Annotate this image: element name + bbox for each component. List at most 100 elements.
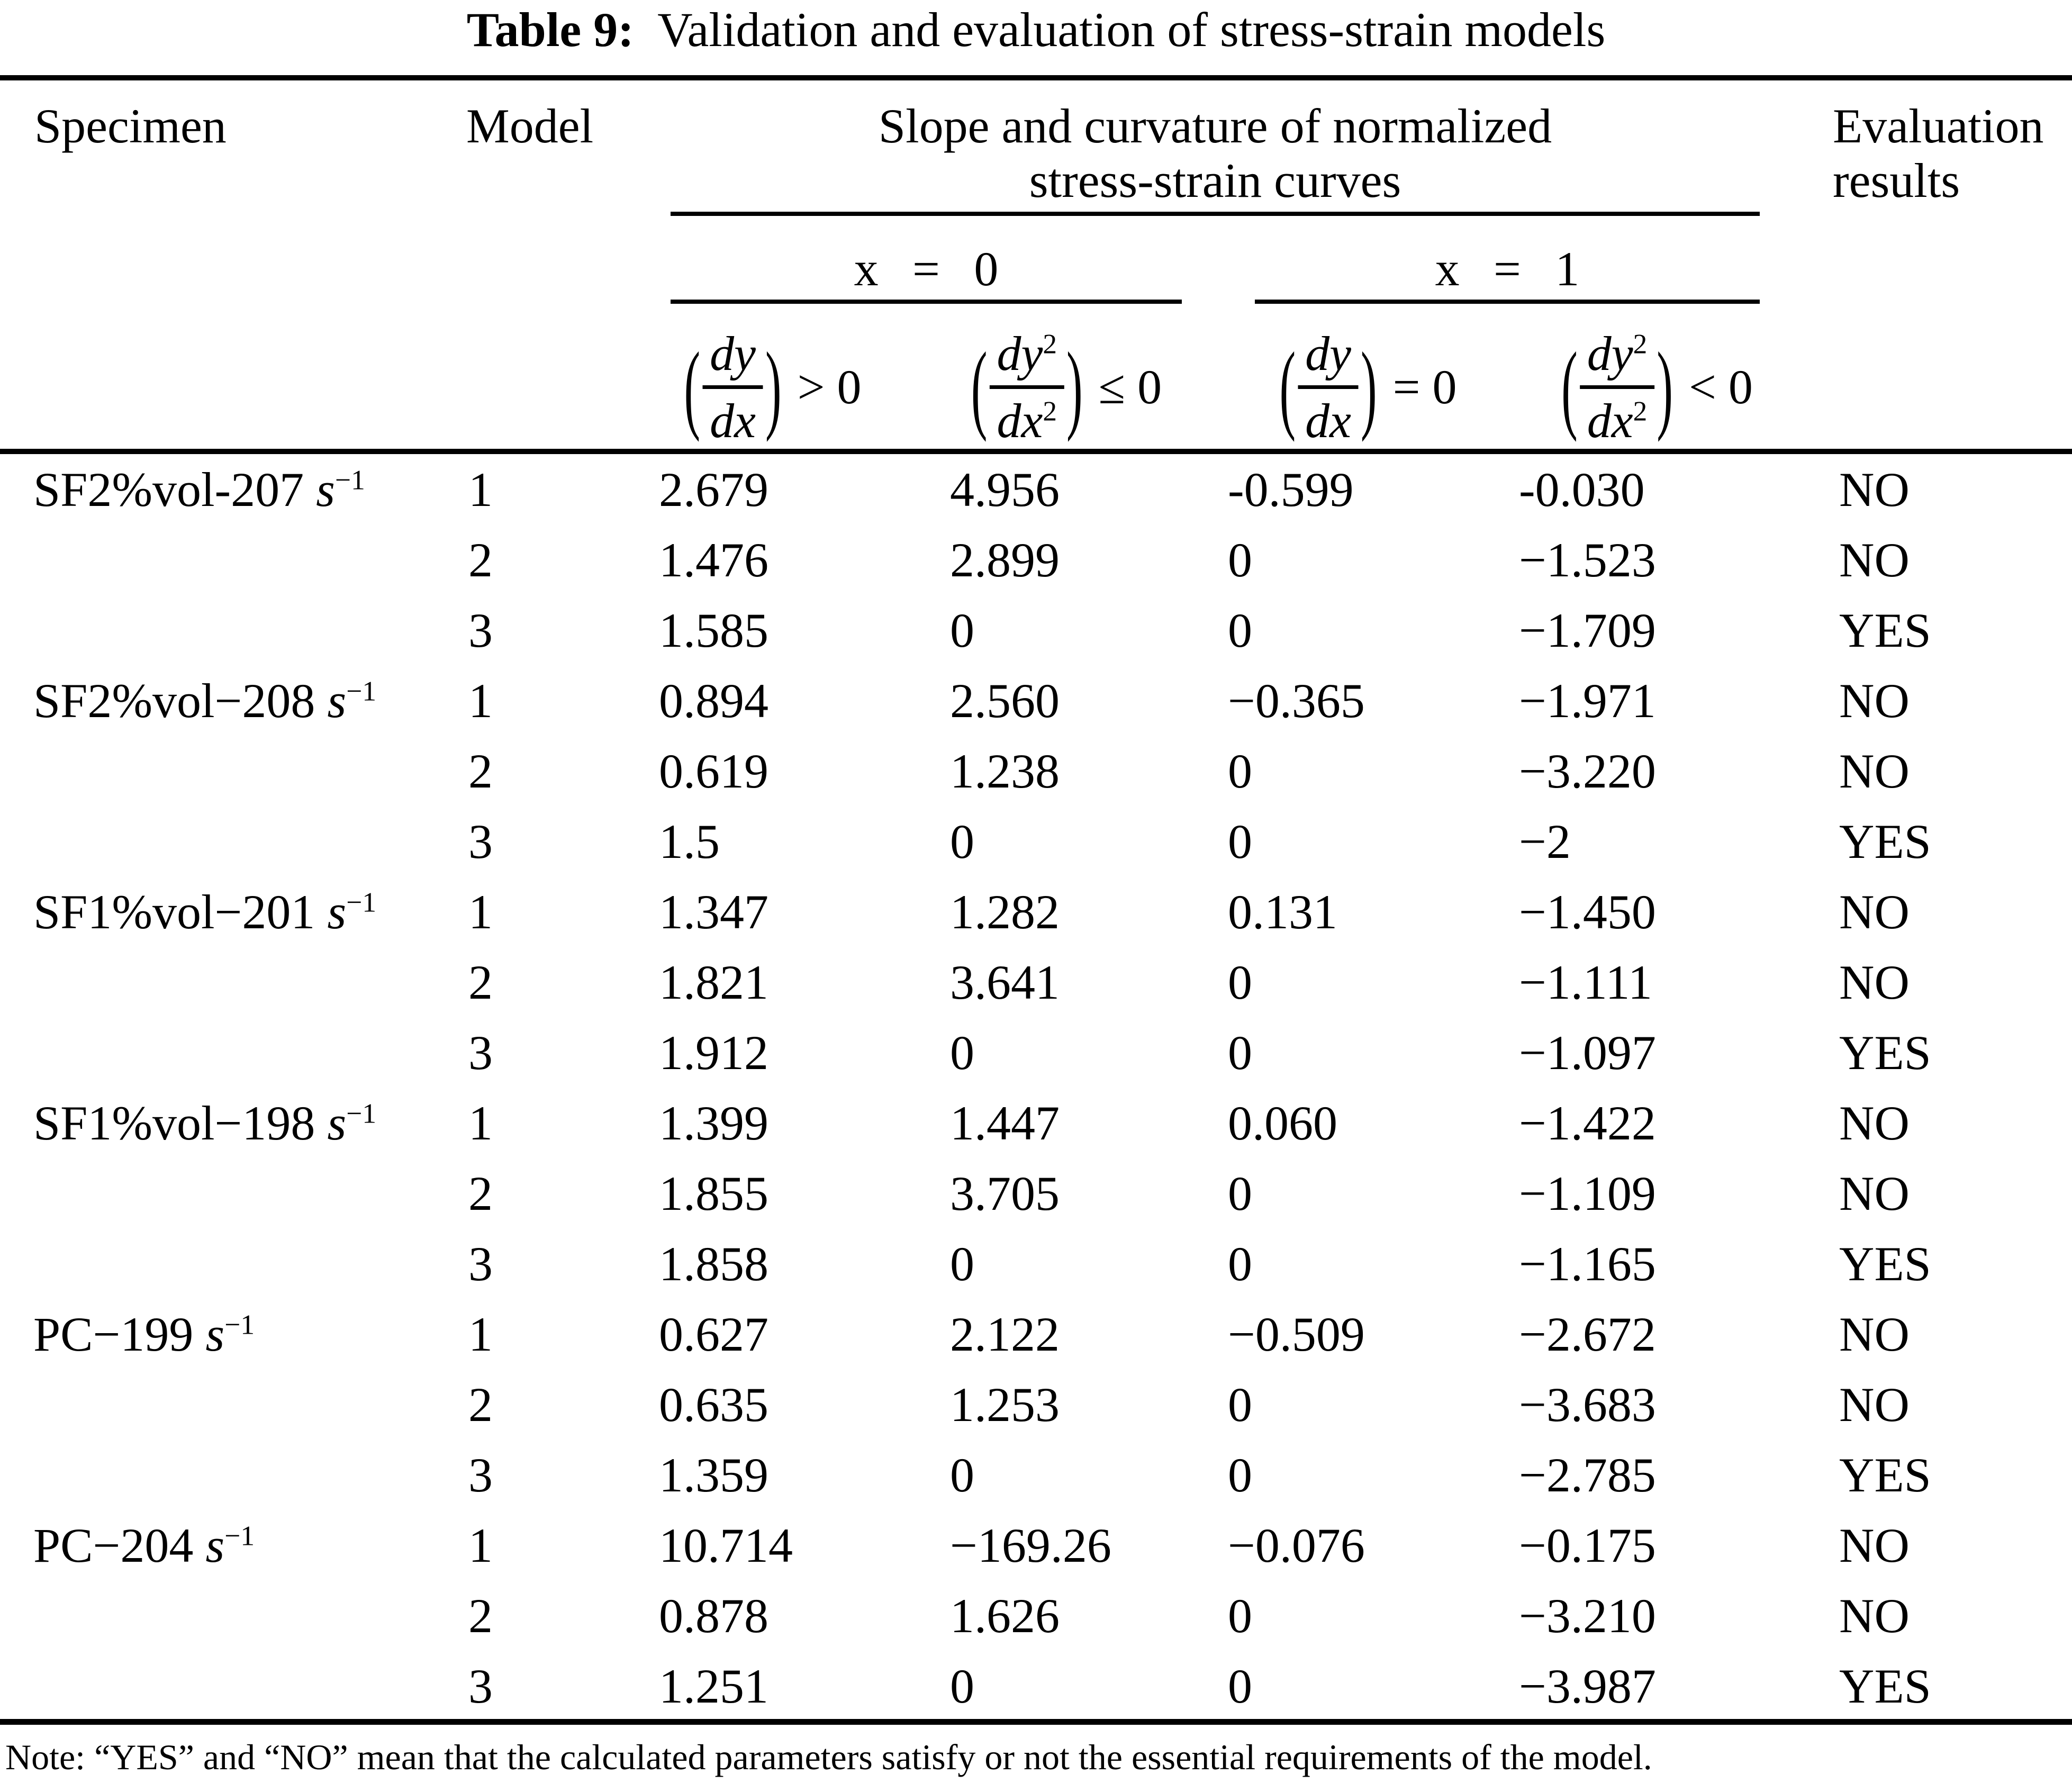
evaluation-value: NO bbox=[1839, 955, 1910, 1009]
slope-x1-value: −0.365 bbox=[1228, 673, 1365, 728]
evaluation-value: YES bbox=[1839, 814, 1931, 868]
table-row: 3 1.585 0 0 −1.709 YES bbox=[33, 595, 2072, 665]
specimen-cell: SF1%vol−201 s−1 bbox=[33, 888, 468, 936]
specimen-unit: s bbox=[205, 1518, 225, 1572]
slope-x0-value: 1.476 bbox=[659, 532, 768, 587]
specimen-unit-exponent: −1 bbox=[224, 1519, 255, 1551]
left-paren: ( bbox=[684, 331, 701, 442]
right-paren: ) bbox=[1066, 331, 1083, 442]
model-cell: 1 bbox=[468, 673, 493, 728]
evaluation-value: NO bbox=[1839, 673, 1910, 728]
slope-x1-value: 0 bbox=[1228, 532, 1252, 587]
curvature-x1-value: −2 bbox=[1519, 814, 1571, 868]
fraction-denominator: dx bbox=[1305, 394, 1351, 448]
curvature-x1-value: −1.971 bbox=[1519, 673, 1656, 728]
fraction-numerator: dy bbox=[710, 327, 756, 381]
specimen-cell: SF2%vol-207 s−1 bbox=[33, 465, 468, 514]
evaluation-value: NO bbox=[1839, 1377, 1910, 1432]
model-cell: 3 bbox=[468, 1447, 493, 1502]
math-header-slope-x0: ( dy dx ) > 0 bbox=[684, 327, 861, 446]
slope-x1-value: −0.076 bbox=[1228, 1518, 1365, 1572]
curvature-x1-value: −1.709 bbox=[1519, 603, 1656, 657]
fraction-numerator: dy bbox=[1587, 327, 1633, 381]
table-row: 3 1.912 0 0 −1.097 YES bbox=[33, 1017, 2072, 1088]
slope-x0-value: 0.627 bbox=[659, 1307, 768, 1361]
specimen-unit: s bbox=[327, 1096, 347, 1150]
evaluation-value: YES bbox=[1839, 1025, 1931, 1080]
curvature-x0-value: 1.447 bbox=[950, 1096, 1060, 1150]
curvature-x1-value: −3.987 bbox=[1519, 1659, 1656, 1713]
slope-x1-value: 0 bbox=[1228, 1659, 1252, 1713]
x1-underline-rule bbox=[1255, 300, 1760, 304]
table-row: 2 1.476 2.899 0 −1.523 NO bbox=[33, 524, 2072, 595]
slope-x1-value: 0 bbox=[1228, 814, 1252, 868]
denominator-exponent: 2 bbox=[1633, 395, 1648, 427]
specimen-cell: PC−204 s−1 bbox=[33, 1521, 468, 1570]
evaluation-value: NO bbox=[1839, 1518, 1910, 1572]
relation: = 0 bbox=[1392, 359, 1457, 414]
specimen-label: SF2%vol−208 bbox=[33, 673, 328, 728]
table-row: 2 0.635 1.253 0 −3.683 NO bbox=[33, 1369, 2072, 1440]
table-caption-text: Validation and evaluation of stress-stra… bbox=[634, 3, 1606, 57]
model-cell: 1 bbox=[468, 884, 493, 939]
table-row: 2 1.855 3.705 0 −1.109 NO bbox=[33, 1158, 2072, 1228]
table-row: 3 1.858 0 0 −1.165 YES bbox=[33, 1228, 2072, 1299]
specimen-label: PC−204 bbox=[33, 1518, 206, 1572]
numerator-exponent: 2 bbox=[1043, 328, 1057, 360]
table-row: PC−204 s−1 1 10.714 −169.26 −0.076 −0.17… bbox=[33, 1510, 2072, 1580]
table-row: 2 1.821 3.641 0 −1.111 NO bbox=[33, 947, 2072, 1017]
curvature-x0-value: −169.26 bbox=[950, 1518, 1111, 1572]
curvature-x1-value: −0.175 bbox=[1519, 1518, 1656, 1572]
specimen-unit-exponent: −1 bbox=[224, 1308, 255, 1340]
specimen-unit: s bbox=[327, 673, 347, 728]
slope-x1-value: 0 bbox=[1228, 1166, 1252, 1220]
evaluation-value: NO bbox=[1839, 884, 1910, 939]
header-bottom-rule bbox=[0, 449, 2072, 454]
fraction: dy dx bbox=[702, 327, 763, 446]
column-header-evaluation: Evaluation results bbox=[1833, 99, 2044, 208]
relation: < 0 bbox=[1688, 359, 1753, 414]
slope-x0-value: 0.619 bbox=[659, 744, 768, 798]
curvature-x0-value: 3.641 bbox=[950, 955, 1060, 1009]
slope-x1-value: -0.599 bbox=[1228, 462, 1354, 517]
slope-x0-value: 1.855 bbox=[659, 1166, 768, 1220]
evaluation-value: YES bbox=[1839, 1236, 1931, 1291]
model-cell: 1 bbox=[468, 1518, 493, 1572]
specimen-cell: SF2%vol−208 s−1 bbox=[33, 676, 468, 725]
specimen-label: PC−199 bbox=[33, 1307, 206, 1361]
slope-x0-value: 1.821 bbox=[659, 955, 768, 1009]
model-cell: 3 bbox=[468, 1025, 493, 1080]
math-header-curvature-x0: ( dy2 dx2 ) ≤ 0 bbox=[971, 327, 1162, 446]
fraction-numerator: dy bbox=[997, 327, 1043, 381]
table-caption-number: Table 9: bbox=[466, 3, 634, 57]
right-paren: ) bbox=[1657, 331, 1673, 442]
specimen-unit-exponent: −1 bbox=[346, 885, 377, 918]
slope-x1-value: 0 bbox=[1228, 1236, 1252, 1291]
curvature-x1-value: −1.111 bbox=[1519, 955, 1653, 1009]
slope-x0-value: 0.635 bbox=[659, 1377, 768, 1432]
curvature-x0-value: 2.122 bbox=[950, 1307, 1060, 1361]
relation: > 0 bbox=[797, 359, 862, 414]
curvature-x0-value: 0 bbox=[950, 814, 974, 868]
curvature-x0-value: 2.899 bbox=[950, 532, 1060, 587]
slope-x0-value: 1.585 bbox=[659, 603, 768, 657]
model-cell: 2 bbox=[468, 1166, 493, 1220]
curvature-x1-value: −1.109 bbox=[1519, 1166, 1656, 1220]
curvature-x0-value: 0 bbox=[950, 1659, 974, 1713]
table-row: SF1%vol−198 s−1 1 1.399 1.447 0.060 −1.4… bbox=[33, 1088, 2072, 1158]
evaluation-header-line1: Evaluation bbox=[1833, 99, 2044, 153]
fraction-denominator: dx bbox=[997, 394, 1043, 448]
model-cell: 2 bbox=[468, 532, 493, 587]
specimen-label: SF2%vol-207 bbox=[33, 462, 316, 517]
fraction-numerator: dy bbox=[1305, 327, 1351, 381]
evaluation-value: YES bbox=[1839, 1659, 1931, 1713]
evaluation-value: NO bbox=[1839, 462, 1910, 517]
model-cell: 3 bbox=[468, 1236, 493, 1291]
fraction: dy2 dx2 bbox=[1579, 327, 1655, 446]
curvature-x1-value: −2.785 bbox=[1519, 1447, 1656, 1502]
table-row: 3 1.359 0 0 −2.785 YES bbox=[33, 1440, 2072, 1510]
curvature-x0-value: 1.626 bbox=[950, 1588, 1060, 1643]
curvature-x0-value: 1.282 bbox=[950, 884, 1060, 939]
specimen-unit: s bbox=[327, 884, 347, 939]
